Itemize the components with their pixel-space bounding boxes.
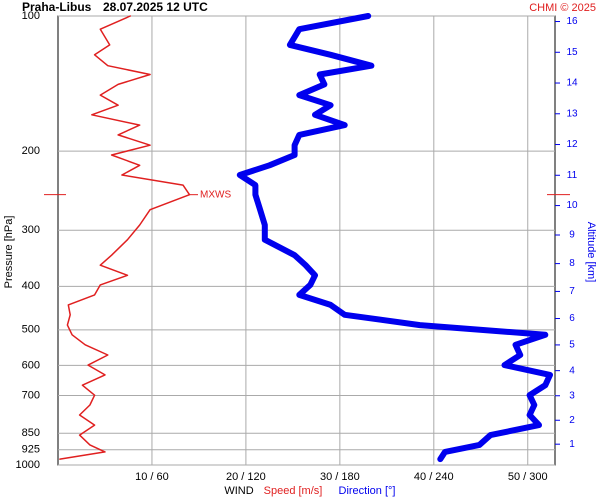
y2-tick-label: 7 [569, 286, 575, 297]
y-tick-label: 925 [22, 444, 40, 456]
y2-tick-label: 15 [566, 47, 578, 58]
y2-tick-label: 2 [569, 415, 575, 426]
legend-entry: Speed [m/s] [264, 485, 323, 497]
y2-tick-label: 3 [569, 390, 575, 401]
y2-tick-label: 4 [569, 365, 575, 376]
profile-line [59, 15, 191, 460]
y2-tick-label: 16 [566, 16, 578, 27]
legend-entry: Direction [°] [339, 485, 396, 497]
y2-tick-label: 14 [566, 78, 578, 89]
y-tick-label: 500 [22, 324, 40, 336]
chart-title: Praha-Libus [22, 0, 92, 14]
x-tick-label: 40 / 240 [414, 471, 454, 483]
annotation: MXWS [200, 189, 231, 200]
plot-area [57, 15, 556, 466]
y-tick-label: 1000 [16, 459, 40, 471]
y2-tick-label: 10 [566, 200, 578, 211]
y-tick-label: 100 [22, 10, 40, 22]
y2-tick-label: 12 [566, 139, 578, 150]
y2-tick-label: 1 [569, 439, 575, 450]
x-tick-label: 50 / 300 [508, 471, 548, 483]
y2-tick-label: 13 [566, 108, 578, 119]
y-tick-label: 300 [22, 224, 40, 236]
y2-tick-label: 11 [567, 170, 578, 181]
profile-line [236, 13, 553, 463]
y-tick-label: 400 [22, 280, 40, 292]
y-axis-label: Pressure [hPa] [3, 216, 15, 289]
x-axis-label: WIND [224, 485, 253, 497]
y2-tick-label: 9 [569, 230, 575, 241]
chart-subtitle: 28.07.2025 12 UTC [103, 0, 208, 14]
y-tick-label: 700 [22, 389, 40, 401]
x-tick-label: 10 / 60 [135, 471, 169, 483]
x-tick-label: 30 / 180 [320, 471, 360, 483]
x-tick-label: 20 / 120 [226, 471, 266, 483]
credit: CHMI © 2025 [529, 2, 596, 14]
y2-tick-label: 5 [569, 340, 575, 351]
y-tick-label: 600 [22, 359, 40, 371]
y2-tick-label: 8 [569, 258, 575, 269]
y2-tick-label: 6 [569, 313, 575, 324]
y-tick-label: 200 [22, 145, 40, 157]
y2-axis-label: Altitude [km] [585, 222, 597, 283]
y-tick-label: 850 [22, 427, 40, 439]
